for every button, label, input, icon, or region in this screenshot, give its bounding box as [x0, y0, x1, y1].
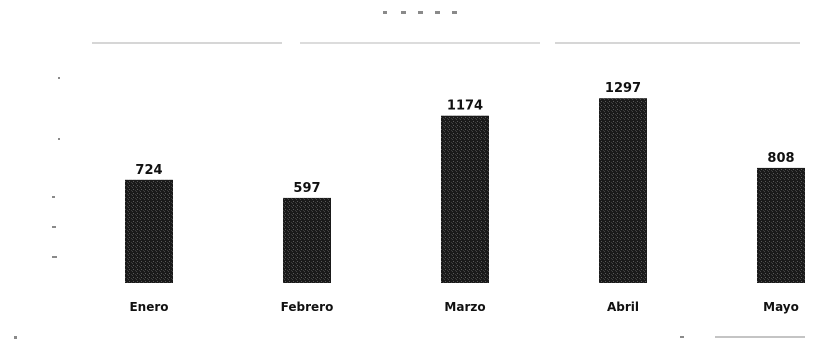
bar-enero — [125, 179, 173, 283]
category-label-enero: Enero — [129, 300, 168, 314]
bars-group — [125, 98, 805, 283]
value-labels-group: 724 597 1174 1297 808 — [135, 81, 794, 196]
category-labels-group: Enero Febrero Marzo Abril Mayo — [129, 300, 798, 314]
subtitle-specks — [92, 42, 800, 44]
axis-specks — [52, 77, 60, 258]
title-specks — [383, 11, 457, 14]
bar-value-label-mayo: 808 — [767, 151, 794, 166]
bar-marzo — [441, 115, 489, 283]
bar-febrero — [283, 197, 331, 283]
category-label-mayo: Mayo — [763, 300, 799, 314]
bar-value-label-enero: 724 — [135, 163, 162, 178]
footer-specks — [14, 336, 805, 339]
bar-value-label-abril: 1297 — [605, 81, 641, 96]
category-label-abril: Abril — [607, 300, 639, 314]
bar-mayo — [757, 167, 805, 283]
bar-value-label-febrero: 597 — [293, 181, 320, 196]
category-label-febrero: Febrero — [281, 300, 334, 314]
category-label-marzo: Marzo — [444, 300, 485, 314]
bar-value-label-marzo: 1174 — [447, 99, 483, 114]
bar-abril — [599, 98, 647, 283]
